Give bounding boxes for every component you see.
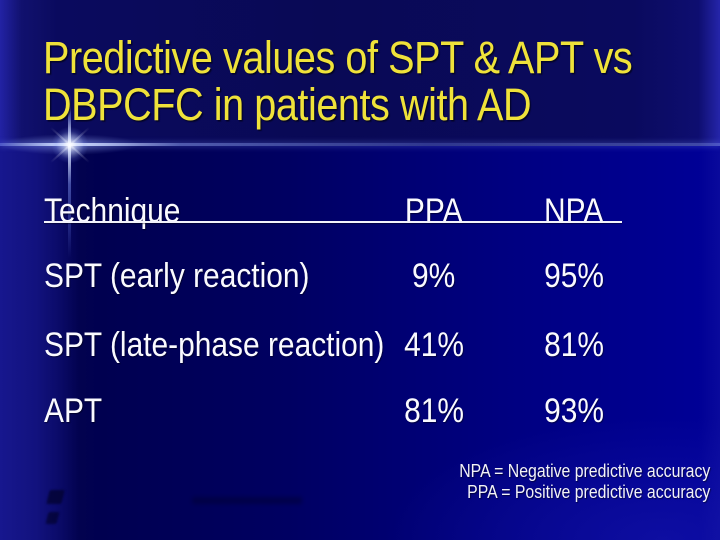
table-row: APT 81% 93%: [44, 394, 644, 428]
faint-citation-artifact: [192, 497, 302, 504]
footnote-ppa: PPA = Positive predictive accuracy: [466, 482, 710, 502]
ppa-value: 9%: [412, 257, 456, 295]
table-row: SPT (early reaction) 9% 95%: [44, 259, 644, 293]
abbreviation-footnotes: NPA = Negative predictive accuracy PPA =…: [425, 461, 710, 503]
divider-glow-line: [0, 143, 720, 146]
npa-value: 81%: [544, 326, 604, 364]
technique-cell: SPT (early reaction): [44, 257, 310, 295]
technique-cell: APT: [44, 392, 103, 430]
npa-value: 95%: [544, 257, 604, 295]
title-line-2: DBPCFC in patients with AD: [43, 79, 532, 130]
vertical-glow-line: [68, 94, 71, 258]
table-row: SPT (late-phase reaction) 41% 81%: [44, 328, 644, 362]
ppa-value: 81%: [404, 392, 464, 430]
ppa-value: 41%: [404, 326, 464, 364]
table-header-underline: [44, 221, 622, 223]
slide-title: Predictive values of SPT & APT vs DBPCFC…: [43, 34, 713, 128]
background-body-gradient: [0, 146, 720, 540]
background-title-band: [0, 0, 720, 146]
technique-cell: SPT (late-phase reaction): [44, 326, 385, 364]
npa-value: 93%: [544, 392, 604, 430]
cross-flare-core: [52, 127, 88, 163]
title-line-1: Predictive values of SPT & APT vs: [43, 32, 633, 83]
footnote-npa: NPA = Negative predictive accuracy: [458, 461, 710, 481]
